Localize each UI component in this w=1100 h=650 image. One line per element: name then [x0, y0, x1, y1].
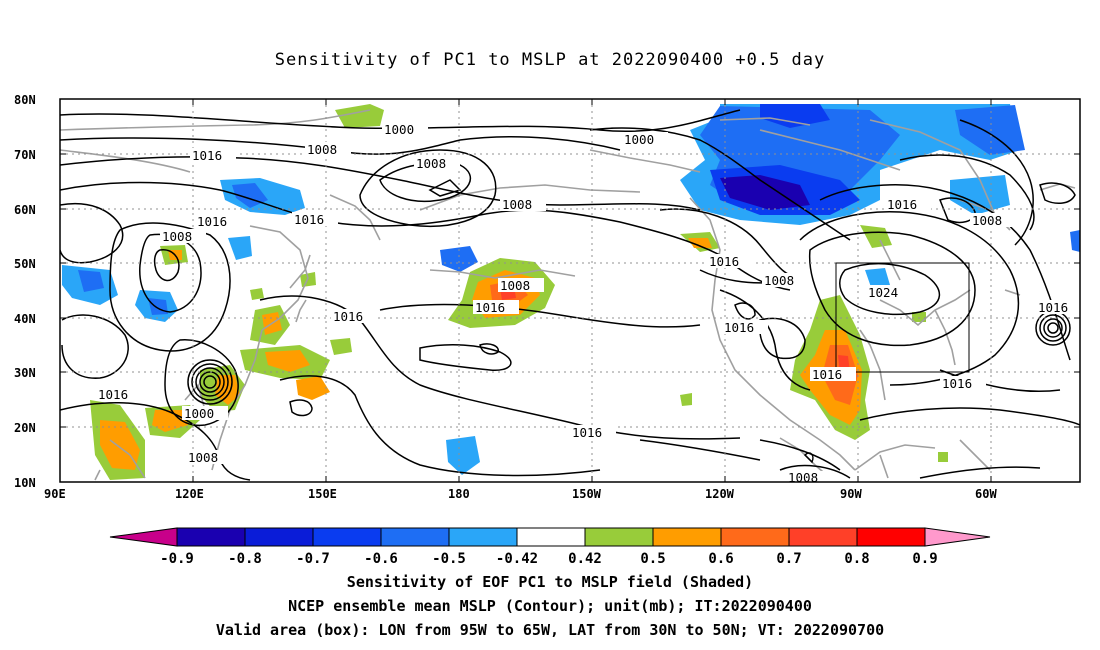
caption-line-1: Sensitivity of EOF PC1 to MSLP field (Sh… — [346, 573, 754, 591]
colorbar-swatch — [652, 527, 722, 547]
colorbar-swatch — [448, 527, 518, 547]
colorbar-low-end — [109, 527, 178, 547]
lat-label: 30N — [14, 366, 36, 380]
valid-area-box — [835, 262, 970, 373]
contour-label: 1008 — [307, 142, 337, 157]
contour-label: 1016 — [98, 387, 128, 402]
contour-label: 1016 — [709, 254, 739, 269]
contour-label: 1016 — [572, 425, 602, 440]
caption-line-3: Valid area (box): LON from 95W to 65W, L… — [215, 621, 885, 639]
colorbar-label: -0.42 — [496, 551, 538, 567]
latitude-labels: 80N 70N 60N 50N 40N 30N 20N 10N — [14, 93, 36, 490]
lat-label: 80N — [14, 93, 36, 107]
contour-labels: 1000 1008 1016 1016 1016 1008 1008 1000 … — [96, 122, 1082, 485]
contour-label: 1008 — [500, 278, 530, 293]
colorbar-swatch — [584, 527, 654, 547]
contour-label: 1008 — [416, 156, 446, 171]
longitude-labels: 90E 120E 150E 180 150W 120W 90W 60W — [44, 487, 997, 501]
contour-label: 1016 — [812, 367, 842, 382]
map-plot-area — [60, 99, 1080, 482]
colorbar-label: 0.8 — [844, 551, 869, 567]
contour-label: 1016 — [333, 309, 363, 324]
colorbar-swatch — [380, 527, 450, 547]
colorbar-high-end — [924, 527, 991, 547]
mslp-contours — [60, 109, 1080, 481]
colorbar-swatch — [788, 527, 858, 547]
colorbar-label: -0.6 — [364, 551, 398, 567]
contour-label: 1016 — [475, 300, 505, 315]
colorbar-label: -0.9 — [160, 551, 194, 567]
contour-label: 1016 — [942, 376, 972, 391]
contour-label: 1016 — [192, 148, 222, 163]
contour-label: 1008 — [764, 273, 794, 288]
colorbar-label: 0.7 — [776, 551, 801, 567]
contour-label: 1008 — [188, 450, 218, 465]
contour-label: 1016 — [887, 197, 917, 212]
contour-label: 1008 — [162, 229, 192, 244]
colorbar-label: 0.5 — [640, 551, 665, 567]
colorbar-swatch — [176, 527, 246, 547]
colorbar-label: -0.5 — [432, 551, 466, 567]
contour-label: 1000 — [384, 122, 414, 137]
lat-label: 60N — [14, 203, 36, 217]
colorbar-swatch — [856, 527, 926, 547]
lat-label: 10N — [14, 476, 36, 490]
lon-label: 120E — [175, 487, 204, 501]
contour-label: 1016 — [724, 320, 754, 335]
colorbar-swatch — [244, 527, 314, 547]
lat-label: 70N — [14, 148, 36, 162]
colorbar-label: 0.42 — [568, 551, 602, 567]
lon-label: 120W — [705, 487, 735, 501]
colorbar-label: -0.7 — [296, 551, 330, 567]
lat-label: 50N — [14, 257, 36, 271]
coastlines — [60, 109, 1076, 481]
caption-line-2: NCEP ensemble mean MSLP (Contour); unit(… — [288, 597, 812, 615]
colorbar-swatch — [720, 527, 790, 547]
contour-label: 1016 — [294, 212, 324, 227]
contour-label: 1000 — [184, 406, 214, 421]
lon-label: 90E — [44, 487, 66, 501]
lat-label: 20N — [14, 421, 36, 435]
colorbar-label: -0.8 — [228, 551, 262, 567]
colorbar-label: 0.6 — [708, 551, 733, 567]
contour-label: 1016 — [1038, 300, 1068, 315]
lat-label: 40N — [14, 312, 36, 326]
lon-label: 60W — [975, 487, 997, 501]
contour-label: 1008 — [972, 213, 1002, 228]
lon-label: 150E — [308, 487, 337, 501]
figure-title: Sensitivity of PC1 to MSLP at 2022090400… — [274, 50, 826, 70]
colorbar-swatch — [516, 527, 586, 547]
contour-label: 1000 — [624, 132, 654, 147]
contour-label: 1024 — [868, 285, 898, 300]
contour-label: 1016 — [197, 214, 227, 229]
axis-ticks — [60, 98, 1080, 482]
colorbar-swatch — [312, 527, 382, 547]
contour-label: 1008 — [502, 197, 532, 212]
lon-label: 150W — [572, 487, 602, 501]
plot-frame — [59, 98, 1081, 483]
negative-sensitivity-shading — [62, 104, 1080, 475]
lon-label: 90W — [840, 487, 862, 501]
colorbar: -0.9 -0.8 -0.7 -0.6 -0.5 -0.42 0.42 0.5 … — [109, 527, 991, 567]
lon-label: 180 — [448, 487, 470, 501]
colorbar-label: 0.9 — [912, 551, 937, 567]
